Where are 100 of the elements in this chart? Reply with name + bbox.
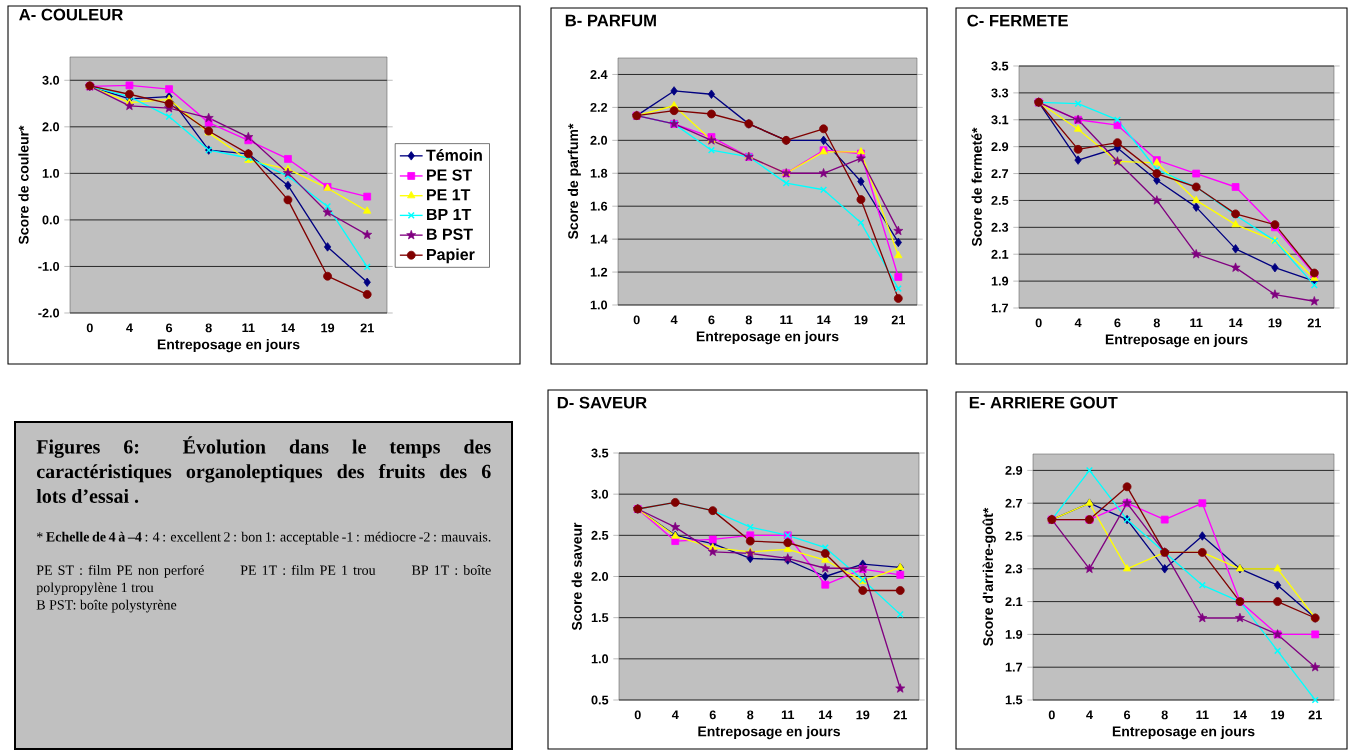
x-tick-label: 11 bbox=[781, 710, 795, 720]
x-axis-title: Entreposage en jours bbox=[1112, 726, 1255, 740]
x-tick-label: 21 bbox=[893, 710, 907, 720]
y-tick-label: 2.0 bbox=[590, 135, 608, 145]
x-tick-label: 14 bbox=[281, 323, 295, 333]
y-tick-label: 3.5 bbox=[591, 448, 609, 458]
legend-label: BP 1T bbox=[427, 208, 472, 220]
y-tick-label: 2.3 bbox=[1005, 564, 1023, 574]
y-tick-label: 3.0 bbox=[42, 75, 60, 85]
y-tick-label: 1.5 bbox=[1005, 695, 1023, 705]
x-tick-label: 11 bbox=[1190, 318, 1203, 328]
y-tick-label: 0.5 bbox=[591, 695, 609, 705]
x-tick-label: 8 bbox=[1153, 318, 1160, 328]
x-tick-label: 19 bbox=[321, 323, 335, 333]
legend-label: Papier bbox=[427, 248, 475, 264]
y-tick-label: 2.3 bbox=[991, 222, 1009, 232]
y-tick-label: 2.5 bbox=[591, 530, 609, 540]
x-tick-label: 14 bbox=[819, 710, 833, 720]
x-tick-label: 11 bbox=[242, 323, 255, 333]
x-tick-label: 4 bbox=[126, 323, 133, 333]
y-tick-label: 2.1 bbox=[991, 249, 1009, 259]
x-tick-label: 4 bbox=[670, 315, 678, 325]
text: *Echelle de 4 à –4 : 4 : excellent 2 : bon 1: acceptable -1 : médiocre -2 : mauvais. bbox=[36, 531, 491, 545]
y-tick-label: 2.0 bbox=[42, 122, 60, 132]
x-tick-label: 6 bbox=[709, 710, 716, 720]
x-tick-label: 19 bbox=[1271, 710, 1285, 720]
y-tick-label: 1.9 bbox=[1005, 629, 1023, 639]
y-axis-title: Score de fermeté* bbox=[971, 127, 982, 247]
y-tick-label: 0.0 bbox=[42, 215, 60, 225]
x-axis-title: Entreposage en jours bbox=[698, 726, 840, 740]
text: BP 1T : boîte bbox=[411, 565, 491, 575]
y-tick-label: 1.2 bbox=[590, 267, 608, 277]
chart-title: A- COULEUR bbox=[19, 8, 123, 21]
legend-label: PE 1T bbox=[427, 189, 471, 201]
x-tick-label: 21 bbox=[360, 323, 374, 333]
x-tick-label: 8 bbox=[747, 710, 754, 720]
text: PE ST : film PE non perforé bbox=[36, 564, 204, 578]
x-tick-label: 6 bbox=[166, 323, 173, 333]
x-tick-label: 6 bbox=[708, 315, 715, 325]
text: Figures 6: Évolution dans le temps des caractéristiques organoleptiques des fruits des 6 lots d’essai . bbox=[36, 436, 491, 504]
chart-title: C- FERMETE bbox=[967, 14, 1068, 27]
x-tick-label: 21 bbox=[891, 315, 905, 325]
x-tick-label: 0 bbox=[1048, 710, 1055, 720]
y-tick-label: 2.2 bbox=[590, 102, 608, 112]
y-tick-label: 3.0 bbox=[591, 489, 609, 499]
x-tick-label: 19 bbox=[1268, 318, 1282, 328]
y-tick-label: -2.0 bbox=[38, 308, 60, 318]
y-tick-label: 2.9 bbox=[991, 142, 1009, 152]
x-tick-label: 14 bbox=[1233, 710, 1247, 720]
chart-title: E- ARRIERE GOUT bbox=[969, 396, 1118, 409]
x-tick-label: 14 bbox=[1229, 318, 1243, 328]
x-tick-label: 0 bbox=[633, 315, 640, 325]
x-tick-label: 6 bbox=[1124, 710, 1131, 720]
x-tick-label: 4 bbox=[671, 710, 679, 720]
x-tick-label: 21 bbox=[1307, 318, 1321, 328]
legend-label: PE ST bbox=[427, 169, 472, 181]
x-tick-label: 8 bbox=[205, 323, 212, 333]
x-tick-label: 8 bbox=[745, 315, 752, 325]
legend-label: B PST bbox=[427, 228, 473, 240]
y-tick-label: -1.0 bbox=[38, 261, 60, 271]
y-axis-title: Score de couleur* bbox=[18, 125, 29, 245]
y-tick-label: 2.5 bbox=[1005, 531, 1023, 541]
chart-title: B- PARFUM bbox=[565, 14, 656, 27]
y-axis-title: Score de parfum* bbox=[567, 123, 581, 240]
x-tick-label: 19 bbox=[856, 710, 870, 720]
x-tick-label: 19 bbox=[854, 315, 868, 325]
x-tick-label: 21 bbox=[1308, 710, 1322, 720]
y-tick-label: 2.5 bbox=[991, 195, 1009, 205]
x-tick-label: 4 bbox=[1086, 710, 1093, 720]
chart-title: D- SAVEUR bbox=[557, 396, 647, 409]
y-tick-label: 2.0 bbox=[591, 572, 609, 581]
y-tick-label: 1.7 bbox=[1005, 662, 1023, 672]
x-tick-label: 11 bbox=[780, 315, 793, 325]
y-tick-label: 1.7 bbox=[991, 303, 1009, 313]
y-tick-label: 1.6 bbox=[590, 201, 608, 211]
x-tick-label: 0 bbox=[86, 323, 93, 333]
y-tick-label: 3.5 bbox=[991, 61, 1009, 71]
x-tick-label: 14 bbox=[817, 315, 831, 325]
text: PE 1T : film PE 1 trou bbox=[240, 564, 376, 575]
y-axis-title: Score d'arrière-goût* bbox=[982, 507, 996, 646]
x-tick-label: 8 bbox=[1161, 710, 1168, 720]
x-axis-title: Entreposage en jours bbox=[696, 331, 839, 345]
text: B PST: boîte polystyrène bbox=[36, 599, 177, 613]
x-tick-label: 4 bbox=[1074, 318, 1082, 328]
x-axis-title: Entreposage en jours bbox=[1105, 334, 1248, 348]
y-tick-label: 3.3 bbox=[991, 88, 1009, 98]
x-tick-label: 6 bbox=[1114, 318, 1121, 328]
y-tick-label: 1.4 bbox=[590, 234, 608, 244]
y-tick-label: 2.9 bbox=[1005, 465, 1023, 475]
y-tick-label: 2.4 bbox=[590, 70, 608, 79]
x-tick-label: 11 bbox=[1196, 710, 1209, 720]
y-tick-label: 1.0 bbox=[590, 300, 608, 310]
y-tick-label: 1.5 bbox=[591, 613, 609, 623]
y-tick-label: 2.7 bbox=[991, 169, 1009, 178]
y-tick-label: 1.9 bbox=[991, 276, 1009, 286]
y-tick-label: 1.0 bbox=[591, 654, 609, 664]
x-tick-label: 0 bbox=[1035, 318, 1042, 328]
y-axis-title: Score de saveur bbox=[571, 522, 582, 631]
text: polypropylène 1 trou bbox=[36, 582, 154, 596]
legend-label: Témoin bbox=[426, 148, 482, 161]
